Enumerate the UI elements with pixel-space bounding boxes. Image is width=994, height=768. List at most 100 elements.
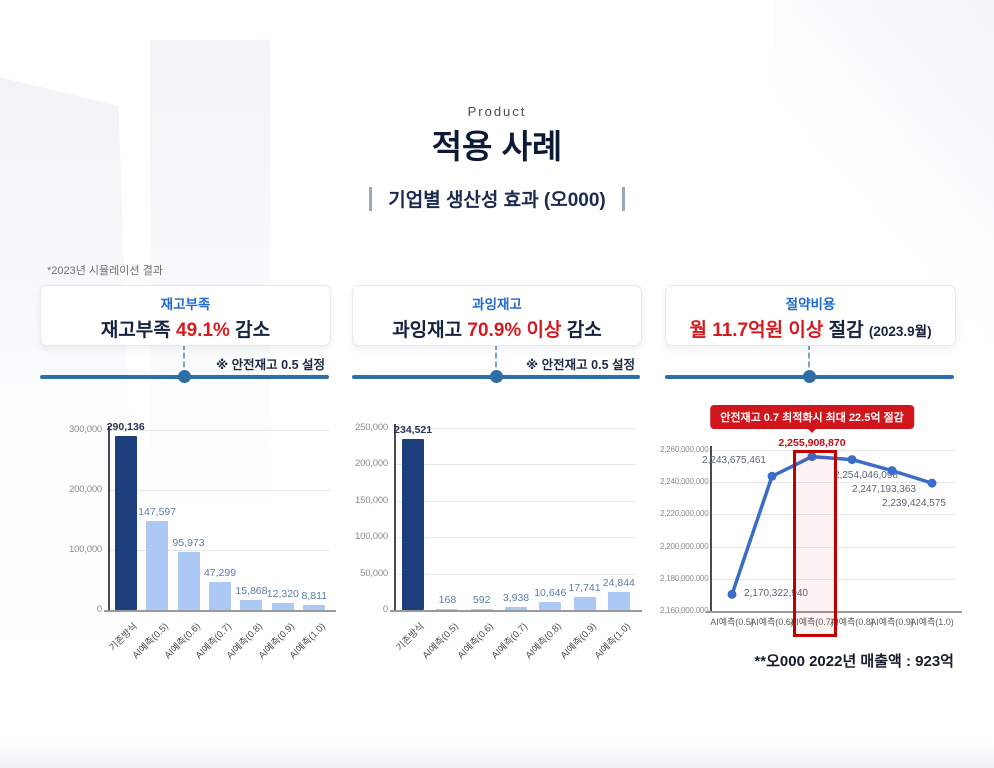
point-value-label: 2,243,675,461 <box>702 455 766 467</box>
bar <box>271 602 294 610</box>
y-axis-tick-label: 100,000 <box>69 544 102 555</box>
y-axis-tick-label: 150,000 <box>355 494 388 506</box>
headline-red-value: 49.1% <box>176 320 230 341</box>
y-axis-tick-label: 2,260,000,000 <box>660 445 709 454</box>
x-axis-category-label: AI예측(0.8) <box>830 617 874 627</box>
y-axis-tick-label: 0 <box>96 604 102 615</box>
bar-value-label: 8,811 <box>301 589 328 602</box>
headline-suffix: (2023.9월) <box>868 324 932 339</box>
line-chart-cost-saving: 안전재고 0.7 최적화시 최대 22.5억 절감 **오000 2022년 매… <box>660 400 970 690</box>
y-axis-line <box>108 426 110 610</box>
y-axis-tick-label: 100,000 <box>355 531 388 543</box>
bar-value-label: 147,597 <box>138 506 177 519</box>
bar-value-label: 234,521 <box>394 424 433 437</box>
x-axis-category-label: AI예측(0.6) <box>750 617 794 627</box>
point-value-label: 2,254,046,098 <box>834 469 898 481</box>
bar-chart-stock-shortage: 0 100,000 200,000 300,000 290,136 기존방식 147,597… <box>40 420 340 682</box>
line-point <box>927 478 937 488</box>
headline-red-value: 월 11.7억원 이상 <box>689 320 824 341</box>
gridline <box>396 428 636 429</box>
bar-value-label: 3,938 <box>502 592 530 605</box>
bar-value-label: 95,973 <box>172 537 205 550</box>
bar-value-label: 12,320 <box>266 587 299 600</box>
bar <box>303 604 326 610</box>
y-axis-line <box>710 446 712 611</box>
panel-card-excess-stock: 과잉재고 과잉재고 70.9% 이상 감소 <box>352 285 642 346</box>
line-point <box>727 589 737 599</box>
background-texture <box>0 70 138 670</box>
subtitle-row: 기업별 생산성 효과 (오000) <box>0 185 994 212</box>
gridline <box>396 573 636 575</box>
y-axis-tick-label: 200,000 <box>69 484 102 495</box>
gridline <box>110 550 330 551</box>
point-value-label: 2,239,424,575 <box>882 498 946 510</box>
y-axis-tick-label: 50,000 <box>360 567 388 579</box>
point-value-label: 2,255,908,870 <box>778 436 846 449</box>
bar-value-label: 168 <box>438 594 457 606</box>
bar <box>146 521 169 610</box>
y-axis-tick-label: 2,220,000,000 <box>660 509 709 519</box>
bar <box>114 435 137 610</box>
panel-badge: 과잉재고 <box>472 297 522 312</box>
y-axis-tick-label: 300,000 <box>69 424 102 435</box>
x-axis-category-label: AI예측(0.9) <box>870 617 914 627</box>
gridline <box>110 430 330 431</box>
y-axis-tick-label: 200,000 <box>355 458 388 470</box>
x-axis-line <box>104 610 336 612</box>
subtitle-left-bar <box>369 186 373 211</box>
eyebrow-label: Product <box>467 104 527 119</box>
annotation-callout: 안전재고 0.7 최적화시 최대 22.5억 절감 <box>710 405 914 429</box>
line-point <box>807 452 817 462</box>
gridline <box>396 500 636 502</box>
gridline <box>396 537 636 539</box>
panel-badge: 재고부족 <box>160 297 211 312</box>
bar <box>470 609 493 610</box>
x-axis-line <box>390 610 642 612</box>
point-value-label: 2,170,322,940 <box>744 588 808 600</box>
x-axis-category-label: AI예측(0.6) <box>455 621 496 662</box>
panel-headline: 과잉재고 70.9% 이상 감소 <box>392 320 602 341</box>
panel-card-cost-saving: 절약비용 월 11.7억원 이상 절감 (2023.9월) <box>665 285 956 346</box>
panel-headline: 월 11.7억원 이상 절감 (2023.9월) <box>689 320 932 341</box>
bar <box>607 591 630 610</box>
x-axis-category-label: AI예측(1.0) <box>592 621 633 662</box>
line-series <box>727 452 937 599</box>
revenue-footnote: **오000 2022년 매출액 : 923억 <box>754 653 954 670</box>
x-axis-category-label: AI예측(0.5) <box>710 617 754 627</box>
gridline <box>396 464 636 466</box>
y-axis-tick-label: 2,240,000,000 <box>660 477 709 487</box>
subtitle-right-bar <box>621 186 625 211</box>
panel-badge: 절약비용 <box>785 297 836 312</box>
y-axis-tick-label: 2,180,000,000 <box>660 573 709 583</box>
divider-dot <box>178 370 191 383</box>
bar <box>505 607 527 610</box>
y-axis-tick-label: 250,000 <box>355 422 388 433</box>
bar-value-label: 10,646 <box>534 587 567 600</box>
setting-note: ※ 안전재고 0.5 설정 <box>526 358 635 372</box>
page-title: 적용 사례 <box>431 128 563 165</box>
bar <box>539 602 562 610</box>
bar <box>209 581 231 610</box>
bar <box>240 600 263 610</box>
y-axis-tick-label: 2,160,000,000 <box>660 606 709 615</box>
x-axis-category-label: AI예측(1.0) <box>910 617 954 627</box>
dashed-connector <box>183 344 185 376</box>
bar-value-label: 592 <box>472 594 491 606</box>
bar-value-label: 24,844 <box>602 576 635 589</box>
x-axis-category-label: AI예측(0.7) <box>790 617 834 627</box>
bar <box>177 552 200 610</box>
highlight-box <box>793 450 837 637</box>
bar-value-label: 290,136 <box>106 420 145 433</box>
line-point <box>887 466 897 476</box>
divider-dot <box>803 370 816 383</box>
x-axis-category-label: AI예측(0.7) <box>489 621 530 662</box>
x-axis-category-label: AI예측(0.9) <box>558 621 599 662</box>
x-axis-category-label: AI예측(0.5) <box>421 621 462 662</box>
y-axis-tick-label: 0 <box>382 604 388 615</box>
point-value-label: 2,247,193,363 <box>852 483 916 495</box>
x-axis-category-label: AI예측(0.8) <box>523 621 565 662</box>
page-subtitle: 기업별 생산성 효과 (오000) <box>388 190 606 211</box>
simulation-note: *2023년 시뮬레이션 결과 <box>47 265 163 277</box>
y-axis-line <box>394 424 396 610</box>
